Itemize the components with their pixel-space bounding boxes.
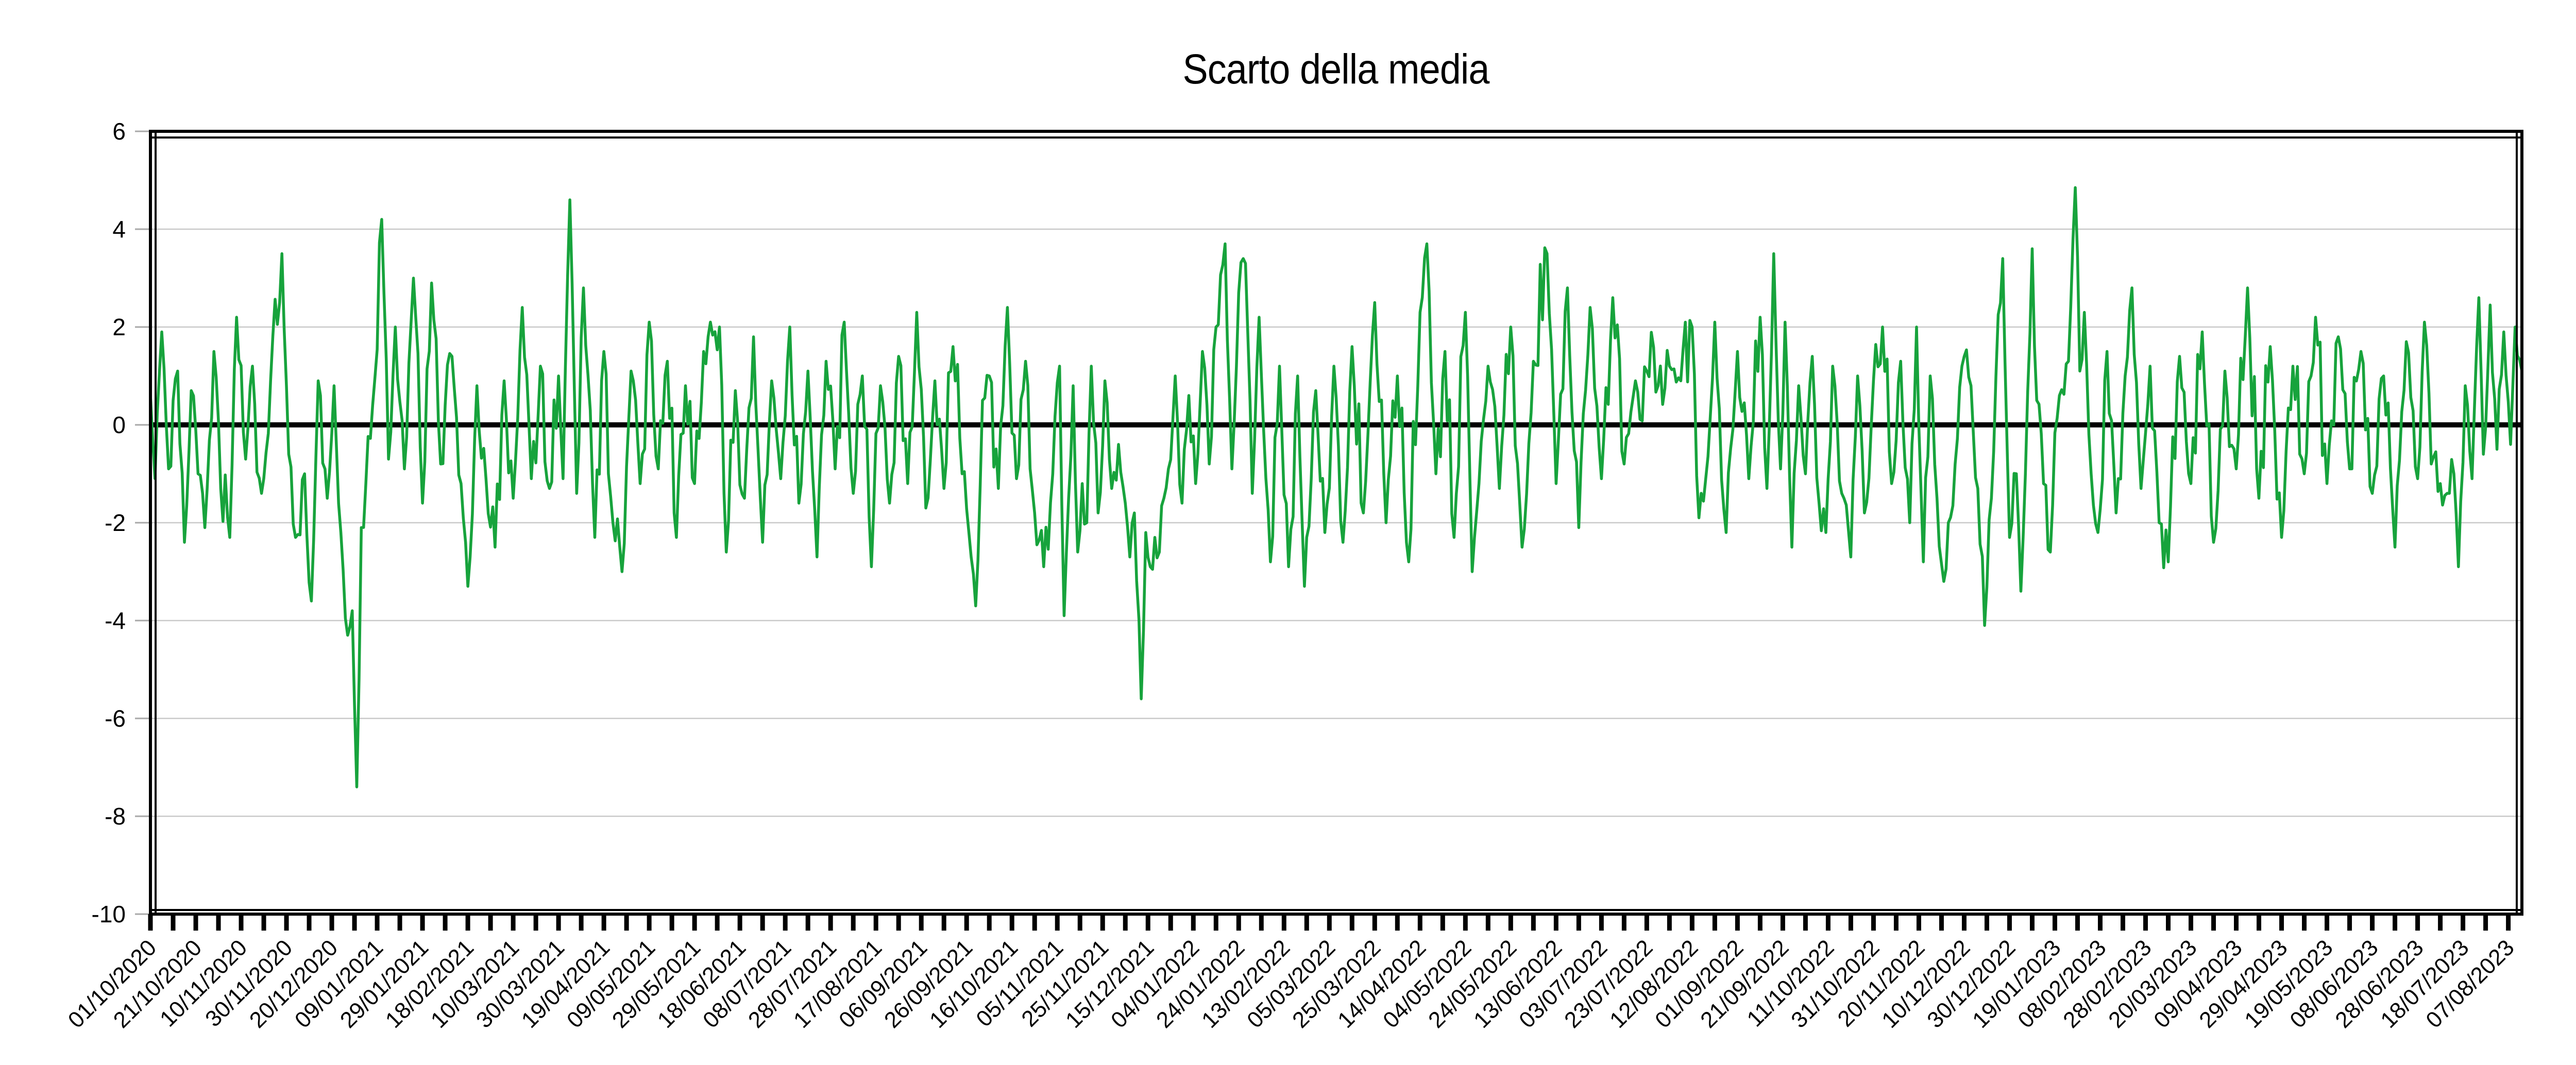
y-tick-label: 4 (112, 216, 126, 243)
y-tick-label: 6 (112, 118, 126, 145)
y-tick-label: 0 (112, 411, 126, 438)
y-gridlines (150, 228, 2522, 817)
inner-axis-lines (150, 131, 2522, 914)
y-ticks (135, 130, 150, 915)
y-tick-labels: 6 4 2 0 -2 -4 -6 -8 -10 (92, 118, 126, 927)
x-tick-labels: 01/10/202021/10/202010/11/202030/11/2020… (63, 935, 2519, 1033)
plot-frame (149, 130, 2523, 916)
series-line (149, 186, 2523, 788)
y-tick-label: -6 (105, 705, 126, 732)
y-tick-label: -4 (105, 607, 126, 634)
chart-title: Scarto della media (1182, 46, 1489, 93)
x-ticks (148, 914, 2511, 931)
y-tick-label: -2 (105, 509, 126, 536)
y-tick-label: -10 (92, 901, 126, 927)
y-tick-label: 2 (112, 314, 126, 340)
y-tick-label: -8 (105, 803, 126, 830)
